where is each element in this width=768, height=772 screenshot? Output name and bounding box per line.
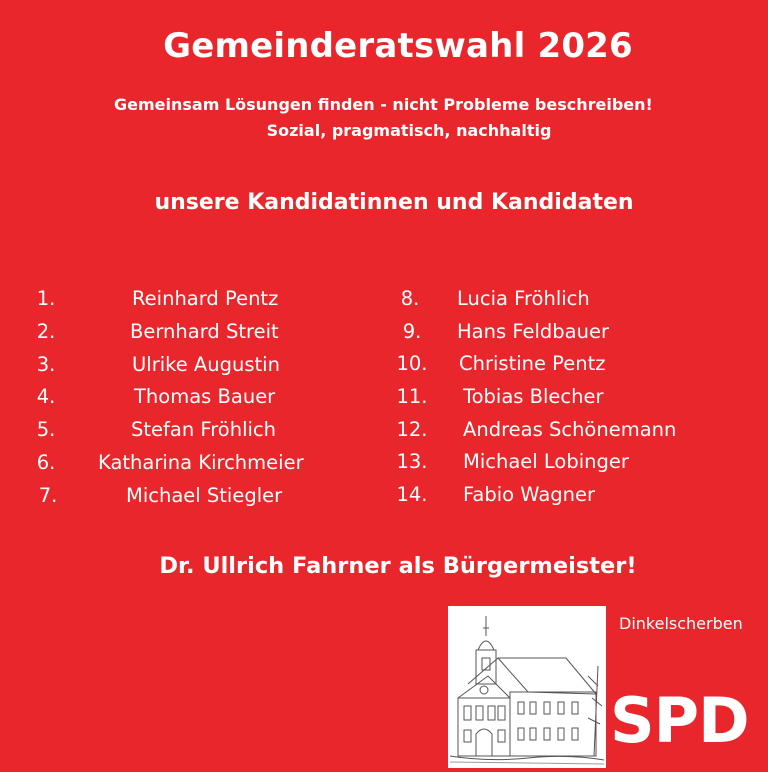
candidate-row: 5. Stefan Fröhlich (0, 413, 380, 446)
subtitle-line-1: Gemeinsam Lösungen finden - nicht Proble… (114, 95, 653, 114)
candidate-number: 14. (396, 483, 428, 506)
candidate-name: Andreas Schönemann (463, 418, 677, 441)
candidate-number: 2. (36, 320, 56, 343)
candidate-name: Reinhard Pentz (132, 287, 279, 310)
mayor-candidate-line: Dr. Ullrich Fahrner als Bürgermeister! (159, 553, 637, 579)
candidate-number: 3. (36, 353, 56, 376)
candidate-name: Christine Pentz (459, 352, 606, 375)
candidate-name: Lucia Fröhlich (457, 287, 590, 310)
candidates-heading: unsere Kandidatinnen und Kandidaten (154, 190, 634, 215)
candidate-name: Ulrike Augustin (132, 353, 280, 376)
candidate-row: 1. Reinhard Pentz (0, 282, 380, 315)
candidate-name: Thomas Bauer (134, 385, 276, 408)
candidate-name: Hans Feldbauer (457, 320, 609, 343)
candidate-name: Michael Stiegler (126, 484, 283, 507)
candidate-row: 8. Lucia Fröhlich (380, 282, 760, 315)
candidate-number: 11. (396, 385, 428, 408)
candidate-number: 8. (400, 287, 420, 310)
candidate-name: Tobias Blecher (463, 385, 604, 408)
candidate-number: 12. (396, 418, 428, 441)
candidate-row: 13. Michael Lobinger (380, 445, 760, 478)
candidate-row: 4. Thomas Bauer (0, 380, 380, 413)
candidate-number: 1. (36, 287, 56, 310)
candidate-row: 3. Ulrike Augustin (0, 348, 380, 381)
candidate-row: 10. Christine Pentz (380, 347, 760, 380)
page-title: Gemeinderatswahl 2026 (163, 26, 633, 66)
candidate-row: 6. Katharina Kirchmeier (0, 446, 380, 479)
candidate-number: 7. (38, 484, 58, 507)
candidate-name: Michael Lobinger (463, 450, 629, 473)
subtitle-line-2: Sozial, pragmatisch, nachhaltig (266, 121, 552, 140)
candidate-number: 13. (396, 450, 428, 473)
spd-logo: SPD (610, 684, 750, 757)
candidate-name: Bernhard Streit (130, 320, 279, 343)
candidate-number: 5. (36, 418, 56, 441)
candidate-name: Fabio Wagner (463, 483, 596, 506)
candidate-row: 11. Tobias Blecher (380, 380, 760, 413)
church-illustration (448, 606, 606, 768)
candidate-number: 10. (396, 352, 428, 375)
candidate-row: 14. Fabio Wagner (380, 478, 760, 511)
candidate-row: 9. Hans Feldbauer (380, 315, 760, 348)
candidate-name: Stefan Fröhlich (131, 418, 276, 441)
candidate-row: 7. Michael Stiegler (0, 479, 380, 512)
candidate-number: 6. (36, 451, 56, 474)
candidate-row: 12. Andreas Schönemann (380, 413, 760, 446)
church-sketch-image (449, 616, 605, 765)
candidate-number: 4. (36, 385, 56, 408)
candidate-number: 9. (402, 320, 422, 343)
candidate-row: 2. Bernhard Streit (0, 315, 380, 348)
candidate-name: Katharina Kirchmeier (98, 451, 304, 474)
organization-name: Dinkelscherben (619, 614, 743, 633)
